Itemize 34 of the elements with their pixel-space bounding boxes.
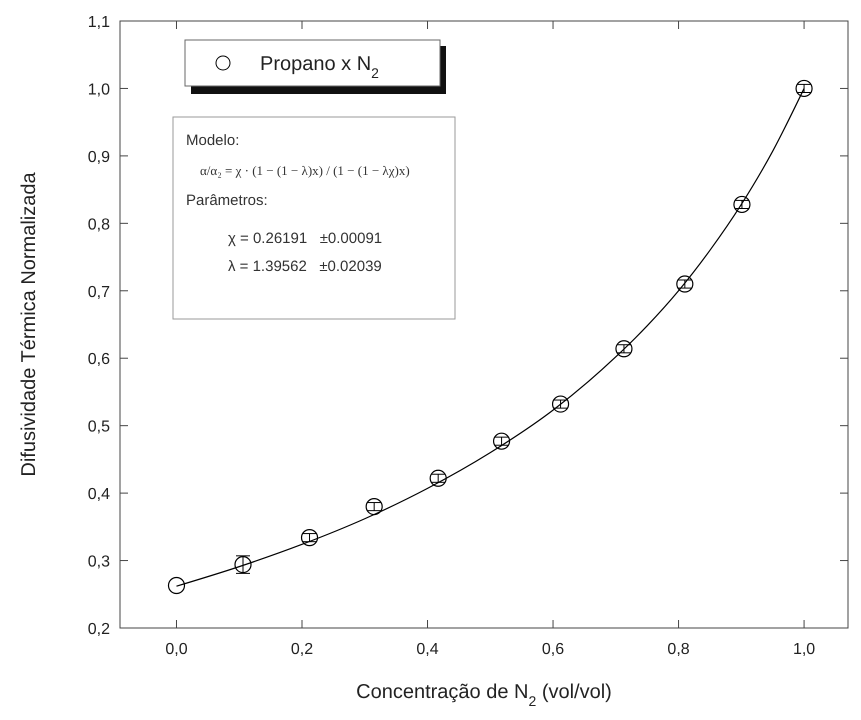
y-tick-label: 0,7 (88, 284, 110, 301)
annotation: χ = 0.26191 ±0.00091 (228, 230, 382, 247)
y-tick-label: 0,3 (88, 554, 110, 571)
y-tick-label: 0,8 (88, 216, 110, 234)
point (552, 395, 570, 413)
point (795, 80, 813, 98)
x-tick-label: 0,8 (667, 641, 690, 658)
point (430, 470, 447, 487)
y-tick-label: 1,0 (88, 81, 110, 98)
point (366, 498, 383, 516)
x-axis-title: Concentração de N$_{2}$ (vol/vol) (356, 681, 612, 709)
y-tick-label: 0,6 (88, 351, 110, 368)
y-tick-label: 0,2 (88, 621, 110, 638)
x-tick-label: 0,4 (416, 641, 439, 658)
y-tick-label: 0,5 (88, 418, 110, 436)
x-tick-label: 0,2 (290, 641, 314, 658)
x-tick-label: 0,0 (165, 641, 188, 658)
point (168, 576, 186, 594)
annotation: α/α₂ = χ · (1 − (1 − λ)x) / (1 − (1 − λχ)x) (200, 163, 410, 178)
point (615, 340, 633, 358)
annotation: Parâmetros: (186, 192, 268, 209)
x-tick-label: 0,6 (542, 641, 564, 658)
point (492, 432, 510, 450)
point (733, 196, 751, 214)
y-tick-label: 0,4 (88, 486, 110, 504)
annotation: Modelo: (186, 132, 240, 149)
point (300, 529, 318, 546)
annotation: λ = 1.39562 ±0.02039 (228, 258, 382, 275)
y-axis-title: Difusividade Térmica Normalizada (18, 172, 40, 477)
point (676, 275, 694, 293)
y-tick-label: 1,1 (88, 14, 110, 31)
x-tick-label: 1,0 (792, 641, 816, 658)
legend-label: Propano x N$_{2}$ (260, 53, 380, 81)
y-tick-label: 0,9 (88, 148, 110, 166)
